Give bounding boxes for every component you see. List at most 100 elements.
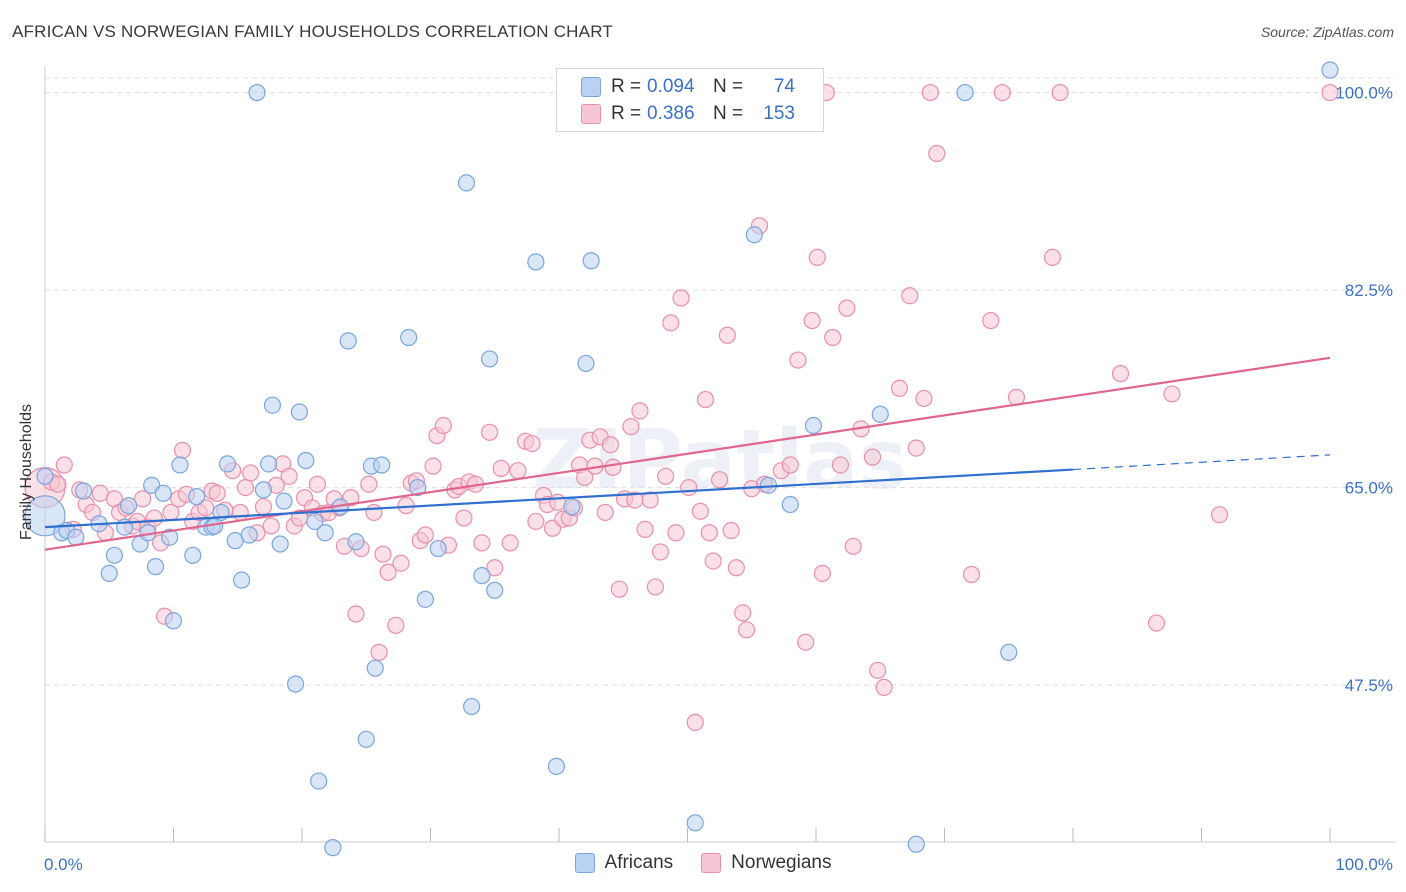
- africans-point: [527, 253, 545, 271]
- legend-item-africans[interactable]: Africans: [574, 852, 674, 874]
- norwegians-points: [24, 83, 1339, 731]
- africans-point: [105, 546, 123, 564]
- africans-point: [804, 416, 823, 435]
- norwegians-point: [651, 543, 670, 561]
- norwegians-point: [844, 537, 862, 555]
- africans-trend-extension: [1072, 454, 1331, 471]
- africans-point: [233, 571, 251, 589]
- norwegians-point: [392, 554, 410, 572]
- norwegians-point: [347, 605, 365, 623]
- africans-point: [164, 612, 183, 630]
- norwegians-point: [1163, 385, 1181, 403]
- norwegians-swatch: [581, 104, 601, 124]
- norwegians-point: [680, 479, 698, 497]
- norwegians-point: [667, 524, 685, 542]
- norwegians-point: [280, 467, 298, 485]
- norwegians-point: [455, 509, 473, 527]
- r-value: 0.094: [647, 76, 695, 97]
- africans-point: [67, 528, 85, 546]
- norwegians-point: [596, 503, 614, 522]
- norwegians-point: [831, 456, 850, 474]
- norwegians-point: [424, 457, 442, 475]
- norwegians-point: [907, 439, 925, 457]
- norwegians-point: [481, 423, 499, 441]
- africans-point: [254, 481, 273, 499]
- africans-point: [240, 526, 258, 544]
- africans-point: [290, 403, 309, 421]
- norwegians-point: [1043, 248, 1062, 266]
- norwegians-point: [869, 661, 887, 680]
- africans-point: [306, 512, 324, 531]
- legend-row-norwegians: R = 0.386 N = 153: [581, 102, 795, 126]
- norwegians-point: [808, 248, 826, 266]
- norwegians-point: [704, 552, 722, 570]
- africans-point: [577, 354, 595, 373]
- legend-row-africans: R = 0.094 N = 74: [581, 75, 795, 99]
- x-tick-label: 0.0%: [44, 855, 83, 874]
- africans-point: [463, 697, 481, 716]
- norwegians-trend-line: [44, 356, 1331, 551]
- norwegians-point: [781, 456, 799, 474]
- norwegians-point: [890, 379, 909, 397]
- africans-point: [481, 350, 499, 368]
- norwegians-point: [803, 311, 821, 330]
- norwegians-point: [527, 512, 545, 531]
- norwegians-point: [365, 503, 383, 522]
- grid-lines: [45, 77, 1396, 686]
- africans-point: [310, 772, 328, 790]
- norwegians-point: [610, 580, 628, 598]
- norwegians-point: [921, 83, 939, 102]
- norwegians-point: [492, 459, 510, 478]
- norwegians-point: [501, 534, 519, 552]
- norwegians-point: [374, 545, 392, 563]
- africans-point: [74, 482, 93, 500]
- y-tick-label: 82.5%: [1345, 281, 1393, 300]
- africans-point: [324, 839, 342, 857]
- norwegians-point: [1111, 365, 1130, 383]
- norwegians-point: [145, 509, 163, 527]
- africans-point: [171, 456, 189, 474]
- africans-point: [582, 252, 600, 270]
- africans-point: [457, 174, 476, 192]
- source-label: Source: ZipAtlas.com: [1260, 24, 1394, 40]
- norwegians-point: [308, 475, 327, 493]
- norwegians-point: [622, 418, 640, 436]
- africans-point: [366, 659, 384, 677]
- norwegians-point: [982, 311, 1000, 330]
- norwegians-point: [734, 604, 752, 622]
- norwegians-point: [242, 464, 260, 482]
- norwegians-point: [231, 503, 249, 522]
- africans-point: [100, 564, 118, 582]
- norwegians-point: [631, 402, 649, 420]
- n-label: N =: [713, 76, 744, 97]
- legend-item-norwegians[interactable]: Norwegians: [701, 852, 831, 874]
- stats-legend: R = 0.094 N = 74 R = 0.386 N = 153: [556, 68, 824, 132]
- norwegians-point: [662, 314, 680, 332]
- africans-point: [563, 498, 581, 516]
- y-tick-label: 47.5%: [1345, 676, 1393, 695]
- y-axis-title: Family Households: [18, 403, 35, 540]
- africans-point: [271, 535, 289, 553]
- norwegians-point: [254, 498, 273, 516]
- trend-lines: [44, 356, 1331, 551]
- africans-point: [486, 581, 504, 599]
- series-legend: Africans Norwegians: [0, 852, 1406, 874]
- norwegians-point: [473, 534, 491, 552]
- africans-point: [956, 83, 974, 102]
- africans-point: [248, 83, 266, 102]
- norwegians-point: [1210, 506, 1229, 524]
- africans-point: [347, 533, 365, 551]
- norwegians-point: [49, 475, 67, 493]
- africans-point: [286, 675, 305, 693]
- africans-point: [161, 528, 179, 546]
- africans-point: [1321, 61, 1339, 79]
- africans-point: [339, 332, 357, 350]
- tick-labels: 47.5% 65.0% 82.5% 100.0% 0.0% 100.0%: [44, 84, 1393, 874]
- norwegians-point: [824, 328, 842, 347]
- norwegians-point: [360, 475, 378, 493]
- africans-point: [416, 590, 434, 608]
- africans-label: Africans: [604, 852, 674, 873]
- chart-title: AFRICAN VS NORWEGIAN FAMILY HOUSEHOLDS C…: [12, 22, 613, 41]
- norwegians-point: [370, 643, 388, 661]
